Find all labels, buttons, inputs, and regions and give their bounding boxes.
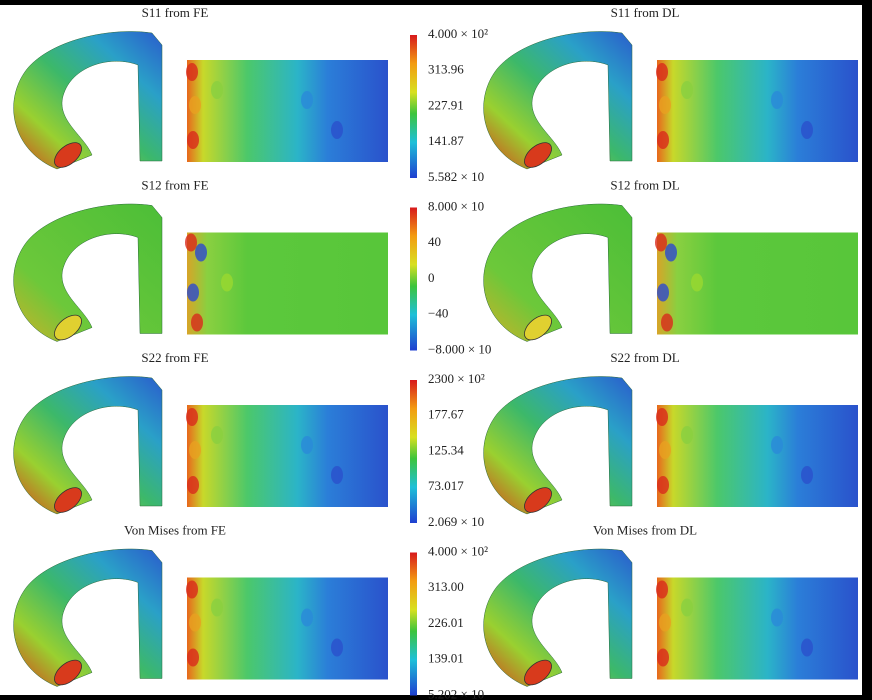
stress-spot	[331, 121, 343, 139]
stress-spot	[331, 639, 343, 657]
stress-spot	[185, 234, 197, 252]
colorbar	[410, 35, 417, 178]
stress-spot	[187, 284, 199, 302]
stress-map	[657, 60, 858, 162]
stress-spot	[656, 63, 668, 81]
stress-spot	[681, 426, 693, 444]
panel-title: S12 from FE	[141, 177, 208, 192]
stress-spot	[186, 581, 198, 599]
figure: S11 from FE S11 from DL 4.000 × 10² 313.96 2…	[0, 0, 872, 700]
stress-spot	[657, 476, 669, 494]
stress-spot	[187, 476, 199, 494]
stress-spot	[659, 96, 671, 114]
colorbar-label: 125.34	[428, 442, 464, 457]
stress-spot	[656, 408, 668, 426]
colorbar	[410, 553, 417, 696]
colorbar-label: 313.00	[428, 579, 464, 594]
stress-spot	[186, 63, 198, 81]
colorbar-label: 0	[428, 270, 435, 285]
colorbar-label: −8.000 × 10	[428, 341, 491, 356]
colorbar-label: 5.202 × 10	[428, 686, 484, 700]
colorbar-label: 73.017	[428, 478, 464, 493]
stress-spot	[801, 121, 813, 139]
colorbar-label: 141.87	[428, 133, 464, 148]
stress-spot	[301, 609, 313, 627]
panel-title: S11 from DL	[611, 5, 680, 20]
stress-spot	[211, 599, 223, 617]
stress-spot	[191, 314, 203, 332]
stress-spot	[187, 131, 199, 149]
stress-map	[187, 60, 388, 162]
panel-title: S11 from FE	[142, 5, 209, 20]
colorbar-label: 227.91	[428, 97, 464, 112]
stress-spot	[221, 274, 233, 292]
colorbar	[410, 208, 417, 351]
colorbar-label: 40	[428, 234, 441, 249]
stress-spot	[301, 436, 313, 454]
colorbar-label: 4.000 × 10²	[428, 26, 488, 41]
colorbar-label: 5.582 × 10	[428, 169, 484, 184]
stress-map	[187, 233, 388, 335]
stress-spot	[659, 614, 671, 632]
stress-map	[657, 233, 858, 335]
colorbar-label: 177.67	[428, 407, 464, 422]
stress-map	[657, 578, 858, 680]
stress-spot	[331, 466, 343, 484]
stress-spot	[771, 436, 783, 454]
colorbar-label: 8.000 × 10	[428, 198, 484, 213]
colorbar	[410, 380, 417, 523]
stress-map	[187, 578, 388, 680]
stress-spot	[661, 314, 673, 332]
colorbar-label: −40	[428, 306, 448, 321]
panel-title: S22 from FE	[141, 350, 208, 365]
stress-spot	[681, 81, 693, 99]
stress-spot	[186, 408, 198, 426]
panel-title: S22 from DL	[610, 350, 679, 365]
colorbar-label: 139.01	[428, 651, 464, 666]
stress-map	[657, 405, 858, 507]
stress-spot	[801, 639, 813, 657]
stress-spot	[691, 274, 703, 292]
stress-spot	[301, 91, 313, 109]
stress-spot	[665, 244, 677, 262]
stress-spot	[771, 91, 783, 109]
colorbar-label: 4.000 × 10²	[428, 543, 488, 558]
stress-spot	[189, 614, 201, 632]
stress-spot	[771, 609, 783, 627]
stress-spot	[657, 131, 669, 149]
stress-spot	[187, 649, 199, 667]
colorbar-label: 313.96	[428, 62, 464, 77]
stress-spot	[189, 96, 201, 114]
stress-spot	[655, 234, 667, 252]
stress-spot	[801, 466, 813, 484]
stress-spot	[189, 441, 201, 459]
stress-spot	[657, 649, 669, 667]
colorbar-label: 226.01	[428, 615, 464, 630]
stress-spot	[681, 599, 693, 617]
stress-spot	[656, 581, 668, 599]
panel-title: S12 from DL	[610, 177, 679, 192]
stress-spot	[195, 244, 207, 262]
colorbar-label: 2.069 × 10	[428, 514, 484, 529]
stress-map	[187, 405, 388, 507]
stress-spot	[659, 441, 671, 459]
colorbar-label: 2300 × 10²	[428, 371, 485, 386]
stress-spot	[211, 81, 223, 99]
panel-title: Von Mises from DL	[593, 522, 697, 537]
stress-spot	[657, 284, 669, 302]
panel-title: Von Mises from FE	[124, 522, 226, 537]
stress-spot	[211, 426, 223, 444]
